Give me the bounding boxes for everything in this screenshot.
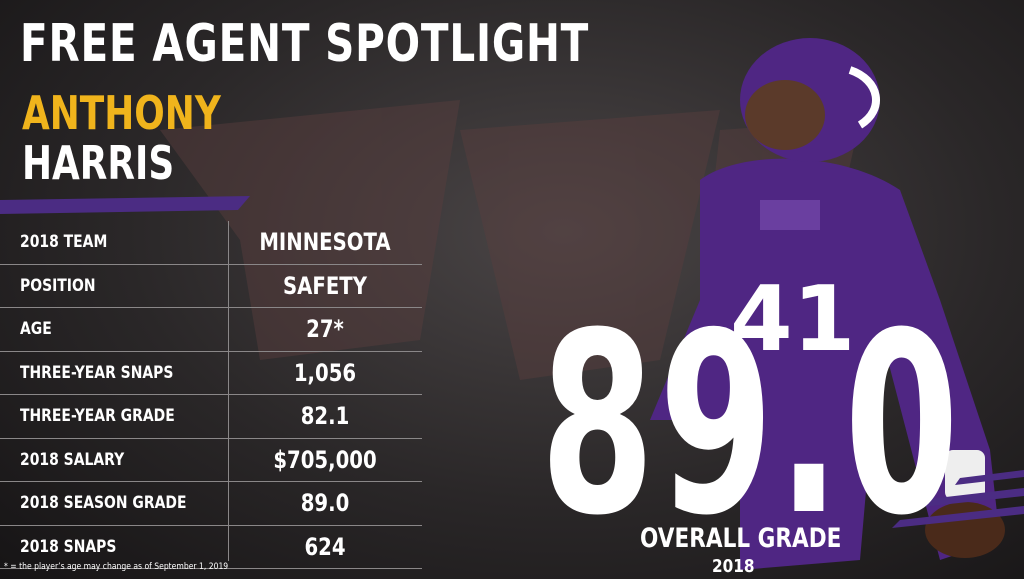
stats-table: 2018 TEAM MINNESOTA POSITION SAFETY AGE 27* TH… <box>0 221 422 569</box>
table-row: 2018 TEAM MINNESOTA <box>0 221 422 265</box>
table-row: 2018 SEASON GRADE 89.0 <box>0 482 422 526</box>
stat-value: 89.0 <box>300 489 350 518</box>
jersey-number: 41 <box>730 267 855 372</box>
table-row: THREE-YEAR GRADE 82.1 <box>0 395 422 439</box>
column-divider <box>228 221 229 561</box>
last-name: HARRIS <box>22 136 175 190</box>
title: FREE AGENT SPOTLIGHT <box>20 14 590 74</box>
stat-label: 2018 TEAM <box>20 232 108 253</box>
table-row: 2018 SALARY $705,000 <box>0 439 422 482</box>
table-row: THREE-YEAR SNAPS 1,056 <box>0 352 422 395</box>
stat-label: THREE-YEAR GRADE <box>20 406 175 427</box>
stat-value: 624 <box>304 532 346 561</box>
grade-label: OVERALL GRADE <box>640 523 842 554</box>
table-row: AGE 27* <box>0 308 422 352</box>
footnote: * = the player’s age may change as of Se… <box>4 562 229 572</box>
stat-label: 2018 SNAPS <box>20 536 117 557</box>
stat-label: AGE <box>20 319 52 340</box>
stat-label: THREE-YEAR SNAPS <box>20 362 174 383</box>
first-name: ANTHONY <box>22 86 221 140</box>
table-row: POSITION SAFETY <box>0 265 422 308</box>
stat-label: 2018 SEASON GRADE <box>20 493 187 514</box>
stat-value: $705,000 <box>273 445 377 474</box>
grade-value: 89.0 <box>540 279 963 570</box>
stat-value: 82.1 <box>300 402 350 431</box>
stat-label: POSITION <box>20 275 96 296</box>
grade-year: 2018 <box>712 556 755 577</box>
stat-value: MINNESOTA <box>259 228 391 257</box>
stat-label: 2018 SALARY <box>20 449 125 470</box>
stat-value: SAFETY <box>283 271 367 300</box>
stat-value: 1,056 <box>293 358 357 387</box>
stat-value: 27* <box>306 315 344 344</box>
table-row: 2018 SNAPS 624 <box>0 526 422 569</box>
